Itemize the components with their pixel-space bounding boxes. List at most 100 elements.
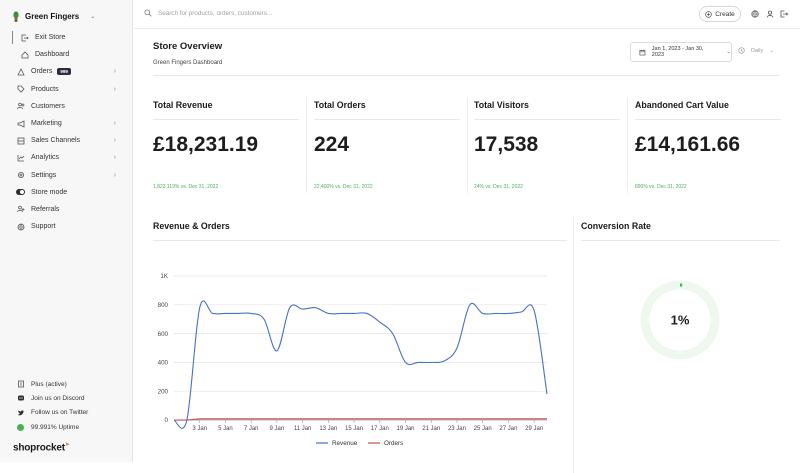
x-tick-label: 5 Jan [218, 426, 233, 432]
plan-icon [16, 380, 25, 389]
legend-label: Orders [384, 440, 403, 447]
kpi-change: 1,823,119% vs. Dec 31, 2022 [153, 184, 218, 190]
exit-store-link[interactable]: Exit Store [0, 29, 133, 46]
kpi-value: 17,538 [474, 133, 538, 157]
sidebar-item-label: Products [31, 86, 59, 93]
sidebar-item-label: Store mode [31, 189, 67, 196]
exit-icon [20, 33, 29, 42]
logout-icon[interactable] [779, 9, 789, 19]
y-tick-label: 1K [160, 273, 168, 280]
sidebar-item-support[interactable]: Support [0, 218, 133, 235]
sidebar-item-dashboard[interactable]: Dashboard [0, 46, 133, 63]
toggle-icon[interactable] [16, 188, 25, 197]
discord-icon [16, 394, 25, 403]
sidebar-item-label: Customers [31, 103, 65, 110]
plan-status-link[interactable]: Plus (active) [0, 377, 133, 391]
sidebar-item-label: Referrals [31, 206, 59, 213]
sidebar-item-label: Marketing [31, 120, 62, 127]
kpi-total-revenue: Total Revenue £18,231.19 1,823,119% vs. … [153, 100, 299, 192]
sidebar-item-label: Analytics [31, 154, 59, 161]
section-separator [573, 217, 574, 473]
chevron-down-icon: ⌄ [769, 48, 774, 54]
leaf-icon [12, 11, 20, 22]
section-divider [153, 240, 567, 241]
plus-circle-icon [705, 11, 712, 18]
x-tick-label: 29 Jan [525, 426, 543, 432]
x-tick-label: 15 Jan [345, 426, 363, 432]
sidebar-item-settings[interactable]: Settings › [0, 167, 133, 184]
y-tick-label: 800 [158, 302, 169, 309]
sidebar-item-referrals[interactable]: Referrals [0, 201, 133, 218]
gear-icon [16, 171, 25, 180]
kpi-label: Total Orders [314, 100, 460, 110]
x-tick-label: 11 Jan [294, 426, 312, 432]
granularity-label: Daily [751, 48, 763, 54]
x-tick-label: 13 Jan [319, 426, 337, 432]
store-name: Green Fingers [25, 12, 79, 21]
kpi-divider [306, 97, 307, 193]
twitter-icon [16, 408, 25, 417]
kpi-abandoned-cart: Abandoned Cart Value £14,161.66 890% vs.… [635, 100, 781, 192]
orders-count-badge: 999 [57, 68, 71, 75]
x-tick-label: 9 Jan [270, 426, 285, 432]
chevron-down-icon: ⌄ [726, 49, 731, 55]
sidebar-item-products[interactable]: Products › [0, 81, 133, 98]
discord-link[interactable]: Join us on Discord [0, 391, 133, 405]
kpi-total-visitors: Total Visitors 17,538 24% vs. Dec 31, 20… [474, 100, 620, 192]
chevron-right-icon: › [114, 154, 116, 161]
chevron-right-icon: › [114, 137, 116, 144]
granularity-select[interactable]: Daily ⌄ [738, 47, 774, 54]
x-tick-label: 3 Jan [192, 426, 207, 432]
chevron-right-icon: › [114, 120, 116, 127]
sidebar-item-label: Dashboard [35, 51, 69, 58]
sidebar-item-store-mode[interactable]: Store mode [0, 184, 133, 201]
global-search[interactable]: Search for products, orders, customers..… [144, 9, 272, 17]
sidebar-item-orders[interactable]: Orders 999 › [0, 63, 133, 80]
referral-icon [16, 205, 25, 214]
chevron-down-icon: ⌄ [90, 13, 95, 20]
y-tick-label: 200 [158, 388, 169, 395]
kpi-value: £18,231.19 [153, 133, 258, 157]
globe-icon [16, 222, 25, 231]
plan-status-label: Plus (active) [31, 381, 67, 388]
chevron-right-icon: › [114, 172, 116, 179]
users-icon [16, 102, 25, 111]
kpi-divider [467, 97, 468, 193]
kpi-change: 890% vs. Dec 31, 2022 [635, 184, 687, 190]
y-tick-label: 600 [158, 331, 169, 338]
dashboard-main: Store Overview Green Fingers Dashboard J… [134, 30, 800, 462]
sidebar-item-customers[interactable]: Customers [0, 98, 133, 115]
uptime-label: 99.991% Uptime [31, 424, 79, 431]
globe-icon[interactable] [750, 9, 760, 19]
conversion-value: 1% [671, 313, 690, 328]
search-input[interactable]: Search for products, orders, customers..… [158, 10, 272, 17]
calendar-icon [639, 49, 646, 56]
sidebar-item-sales-channels[interactable]: Sales Channels › [0, 132, 133, 149]
kpi-value: £14,161.66 [635, 133, 740, 157]
x-tick-label: 19 Jan [397, 426, 415, 432]
chevron-right-icon: › [114, 68, 116, 75]
sidebar-item-analytics[interactable]: Analytics › [0, 149, 133, 166]
conversion-rate-title: Conversion Rate [581, 221, 651, 231]
kpi-change: 22,400% vs. Dec 31, 2022 [314, 184, 373, 190]
twitter-link[interactable]: Follow us on Twitter [0, 406, 133, 420]
store-switcher[interactable]: Green Fingers ⌄ [12, 8, 95, 24]
user-icon[interactable] [765, 9, 775, 19]
sidebar-item-marketing[interactable]: Marketing › [0, 115, 133, 132]
shoprocket-logo: shoprocket➤ [13, 441, 70, 453]
kpi-change: 24% vs. Dec 31, 2022 [474, 184, 523, 190]
sidebar: Green Fingers ⌄ Exit Store Dashboard Ord… [0, 0, 133, 462]
create-button[interactable]: Create [699, 6, 741, 22]
sidebar-item-label: Settings [31, 172, 56, 179]
series-line-revenue [174, 301, 547, 428]
search-icon [144, 9, 152, 17]
sidebar-item-label: Sales Channels [31, 137, 80, 144]
x-tick-label: 27 Jan [499, 426, 517, 432]
page-subtitle: Green Fingers Dashboard [153, 60, 222, 66]
uptime-status[interactable]: 99.991% Uptime [0, 420, 133, 434]
x-tick-label: 25 Jan [474, 426, 492, 432]
date-range-picker[interactable]: Jan 1, 2023 - Jan 30, 2023 ⌄ [630, 42, 732, 62]
revenue-orders-title: Revenue & Orders [153, 221, 230, 231]
header-divider [153, 75, 780, 76]
